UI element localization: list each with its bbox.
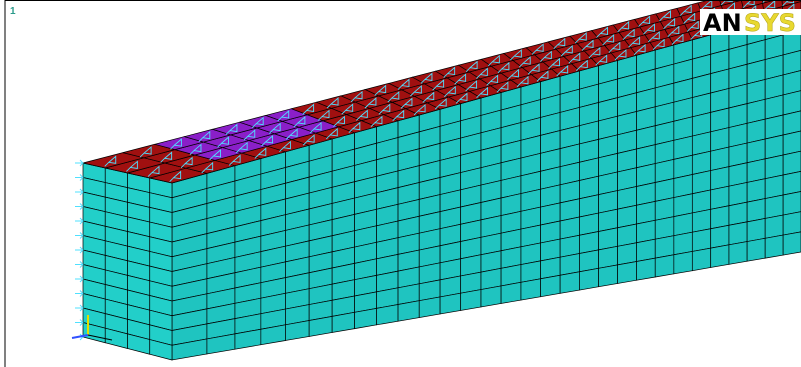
mesh-element [765, 175, 783, 199]
logo-light: SYS [744, 9, 796, 37]
mesh-element [711, 245, 729, 268]
mesh-element [692, 248, 710, 271]
mesh-element [711, 225, 729, 248]
mesh-element [541, 275, 560, 296]
mesh-element [398, 301, 419, 322]
mesh-element [765, 215, 783, 238]
window-number: 1 [10, 6, 16, 17]
mesh-element [560, 272, 579, 294]
mesh-element [729, 222, 747, 245]
mesh-element [618, 243, 637, 265]
mesh-element [674, 251, 692, 273]
graphics-window: 1 AN SYS [0, 0, 801, 367]
mesh-element [655, 236, 674, 258]
mesh-element [747, 199, 765, 222]
mesh-element [655, 217, 674, 240]
mesh-element [501, 282, 521, 303]
mesh-element [765, 195, 783, 218]
mesh-element [674, 213, 692, 236]
mesh-element [636, 220, 655, 242]
mesh-element [481, 286, 501, 307]
mesh-element [765, 235, 783, 258]
mesh-element [674, 232, 692, 255]
mesh-element [783, 212, 801, 235]
mesh-element [747, 159, 765, 183]
mesh-element [747, 238, 765, 261]
mesh-element [692, 229, 710, 252]
mesh-element [599, 265, 618, 287]
mesh-element [729, 242, 747, 265]
mesh-element [729, 182, 747, 205]
mesh-element [636, 239, 655, 261]
mesh-element [711, 206, 729, 229]
mesh-element [692, 190, 710, 213]
mesh-element [783, 232, 801, 255]
mesh-element [711, 186, 729, 209]
mesh-element [521, 279, 541, 300]
mesh-element [783, 151, 801, 175]
mesh-element [579, 268, 598, 290]
mesh-element [355, 308, 377, 328]
mesh-element [747, 218, 765, 241]
mesh-element [636, 258, 655, 280]
mesh-element [461, 290, 481, 311]
mesh-element [747, 179, 765, 202]
mesh-element [440, 293, 461, 314]
mesh-element [377, 304, 399, 324]
logo-dark: AN [703, 9, 742, 37]
mesh-element [783, 171, 801, 195]
mesh-element [618, 261, 637, 283]
mesh-element [729, 202, 747, 225]
mesh-element [692, 209, 710, 232]
mesh-element [783, 192, 801, 216]
mesh-element [419, 297, 440, 318]
mesh-element [765, 155, 783, 179]
mesh-element [599, 246, 618, 268]
mesh-element [655, 255, 674, 277]
